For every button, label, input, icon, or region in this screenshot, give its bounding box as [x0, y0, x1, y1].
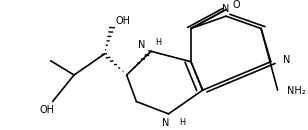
- Text: O: O: [232, 0, 240, 10]
- Text: N: N: [138, 40, 146, 50]
- Text: H: H: [156, 38, 162, 47]
- Text: N: N: [222, 4, 230, 14]
- Text: OH: OH: [39, 105, 54, 115]
- Text: H: H: [179, 118, 185, 127]
- Text: N: N: [162, 118, 169, 128]
- Text: NH₂: NH₂: [287, 86, 305, 96]
- Text: N: N: [283, 56, 290, 66]
- Text: OH: OH: [115, 16, 130, 26]
